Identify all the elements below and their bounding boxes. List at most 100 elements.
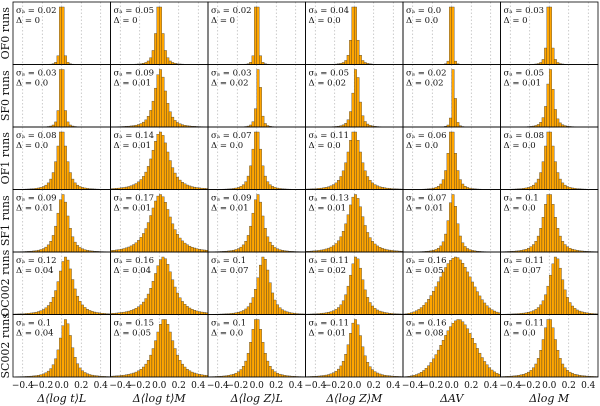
histogram-bar	[259, 264, 262, 315]
histogram-bar	[144, 228, 148, 253]
histogram-bar	[568, 371, 572, 378]
sigma-annotation: σₐ = 0.03	[504, 6, 545, 16]
histogram-bar	[261, 215, 265, 253]
histogram-bar	[159, 69, 162, 128]
histogram-bar	[324, 248, 328, 253]
x-tick-label: 0.0	[152, 381, 167, 391]
histogram-bar	[54, 358, 58, 378]
histogram-bar	[261, 165, 265, 190]
histogram-bar	[146, 222, 150, 253]
histogram-bar	[151, 207, 155, 253]
histogram-bar	[134, 242, 138, 253]
histogram-bar	[256, 194, 260, 253]
histogram-bar	[64, 201, 67, 253]
delta-annotation: Δ = 0.0	[211, 141, 243, 151]
histogram-bar	[251, 121, 255, 128]
histogram-bar	[54, 290, 58, 315]
histogram-bar	[146, 116, 150, 128]
panel-1-0: σₐ = 0.03Δ = 0.0	[12, 64, 111, 128]
histogram-bar	[132, 184, 136, 190]
histogram-bar	[373, 308, 377, 315]
histogram-bar	[427, 299, 431, 315]
histogram-bar	[56, 212, 60, 253]
column-label: ΔAV	[439, 392, 464, 405]
histogram-bar	[488, 307, 491, 315]
histogram-bar	[563, 289, 567, 315]
histogram-bar	[59, 337, 62, 378]
histogram-bar	[561, 241, 565, 253]
histogram-bar	[575, 309, 579, 315]
histogram-bar	[173, 172, 177, 190]
histogram-bar	[144, 298, 148, 315]
histogram-bar	[85, 373, 89, 378]
x-tick-label: −0.2	[226, 381, 248, 391]
histogram-bar	[571, 248, 574, 253]
histogram-bar	[441, 241, 445, 253]
histogram-bar	[466, 271, 470, 315]
histogram-bar	[541, 117, 545, 128]
histogram-bar	[344, 123, 348, 128]
delta-annotation: Δ = 0.05	[114, 329, 152, 339]
histogram-bar	[334, 243, 338, 253]
histogram-bar	[144, 363, 148, 378]
histogram-bar	[449, 117, 452, 128]
sigma-annotation: σₐ = 0.1	[211, 319, 246, 329]
histogram-bar	[149, 110, 153, 128]
delta-annotation: Δ = 0.04	[114, 266, 152, 276]
histogram-bar	[168, 271, 172, 315]
histogram-bar	[156, 331, 160, 378]
histogram-bar	[490, 369, 494, 378]
histogram-bar	[456, 319, 460, 378]
histogram-bar	[363, 170, 367, 190]
histogram-bar	[532, 367, 535, 378]
panel-0-5: σₐ = 0.03Δ = 0	[500, 1, 599, 65]
histogram-bar	[351, 263, 355, 315]
histogram-bar	[329, 185, 333, 190]
histogram-bar	[39, 310, 43, 315]
histogram-bar	[178, 297, 182, 315]
x-tick-label: −0.4	[499, 381, 521, 391]
histogram-bar	[551, 89, 555, 128]
histogram-bar	[124, 247, 128, 253]
histogram-bar	[380, 248, 384, 253]
delta-annotation: Δ = 0.0	[16, 79, 48, 89]
panel-0-0: σₐ = 0.02Δ = 0	[12, 1, 111, 65]
x-tick-label: 0.4	[484, 381, 499, 391]
histogram-bar	[54, 161, 58, 190]
histogram-bar	[553, 59, 557, 65]
sigma-annotation: σₐ = 0.16	[406, 256, 447, 266]
histogram-bar	[259, 201, 262, 253]
histogram-bar	[256, 131, 260, 190]
histogram-bar	[463, 186, 467, 190]
histogram-bar	[415, 310, 418, 315]
histogram-bar	[193, 310, 197, 315]
histogram-bar	[171, 167, 175, 190]
x-tick-label: 0.4	[191, 381, 206, 391]
histogram-bar	[529, 246, 533, 253]
histogram-bar	[556, 172, 560, 190]
histogram-bar	[193, 372, 197, 378]
histogram-bar	[368, 180, 372, 190]
histogram-bar	[451, 131, 455, 190]
histogram-bar	[551, 327, 555, 378]
histogram-bar	[361, 162, 365, 190]
histogram-bar	[76, 245, 80, 253]
histogram-bar	[254, 289, 257, 315]
histogram-bar	[259, 87, 262, 128]
histogram-bar	[529, 186, 533, 190]
histogram-bar	[449, 131, 452, 190]
histogram-bar	[61, 325, 65, 378]
histogram-bar	[539, 172, 543, 190]
column-label: Δlog M	[528, 392, 570, 405]
histogram-bar	[527, 371, 530, 378]
histogram-bar	[81, 370, 84, 378]
histogram-bar	[366, 232, 370, 253]
histogram-bar	[546, 285, 550, 315]
histogram-bar	[441, 179, 445, 190]
histogram-bar	[344, 294, 348, 315]
histogram-bar	[468, 333, 472, 378]
histogram-bar	[466, 248, 470, 253]
histogram-bar	[261, 342, 265, 378]
histogram-bar	[371, 182, 374, 190]
sigma-annotation: σₐ = 0.08	[16, 131, 57, 141]
